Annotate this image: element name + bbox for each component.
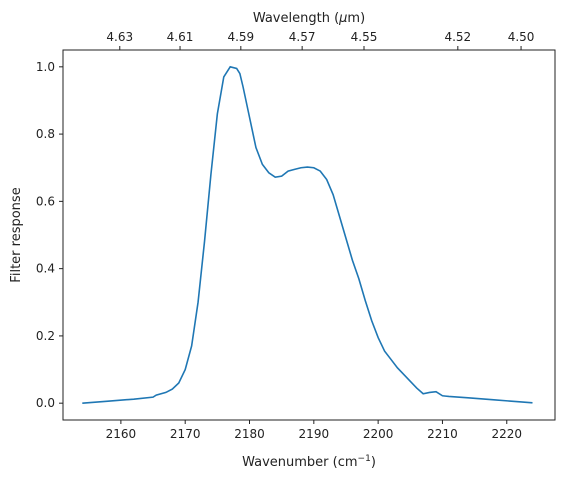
top-axis-label: Wavelength (μm) bbox=[253, 11, 365, 26]
x-tick-label: 2160 bbox=[106, 427, 137, 441]
x-tick-label: 2210 bbox=[427, 427, 458, 441]
y-tick-label: 1.0 bbox=[36, 60, 55, 74]
top-tick-label: 4.55 bbox=[351, 30, 378, 44]
y-tick-label: 0.0 bbox=[36, 396, 55, 410]
top-tick-label: 4.59 bbox=[227, 30, 254, 44]
top-x-axis: 4.63 4.61 4.59 4.57 4.55 4.52 4.50 bbox=[106, 30, 534, 50]
top-tick-label: 4.57 bbox=[289, 30, 316, 44]
y-tick-label: 0.4 bbox=[36, 262, 55, 276]
left-y-axis: 0.0 0.2 0.4 0.6 0.8 1.0 bbox=[36, 60, 63, 410]
x-tick-label: 2190 bbox=[299, 427, 330, 441]
y-tick-label: 0.2 bbox=[36, 329, 55, 343]
x-tick-label: 2220 bbox=[491, 427, 522, 441]
top-tick-label: 4.52 bbox=[444, 30, 471, 44]
x-tick-label: 2200 bbox=[363, 427, 394, 441]
top-tick-label: 4.61 bbox=[167, 30, 194, 44]
top-tick-label: 4.50 bbox=[508, 30, 535, 44]
axes-frame bbox=[62, 49, 556, 421]
bottom-x-axis: 2160 2170 2180 2190 2200 2210 2220 bbox=[106, 420, 522, 441]
x-tick-label: 2180 bbox=[234, 427, 265, 441]
top-axis-label-mu: μ bbox=[338, 11, 347, 26]
y-axis-label: Filter response bbox=[9, 187, 24, 282]
y-tick-label: 0.6 bbox=[36, 194, 55, 208]
x-axis-label: Wavenumber (cm−1) bbox=[242, 454, 376, 470]
y-tick-label: 0.8 bbox=[36, 127, 55, 141]
top-tick-label: 4.63 bbox=[106, 30, 133, 44]
x-tick-label: 2170 bbox=[170, 427, 201, 441]
filter-response-line bbox=[82, 65, 533, 404]
x-axis-label-superscript: −1 bbox=[358, 454, 371, 464]
